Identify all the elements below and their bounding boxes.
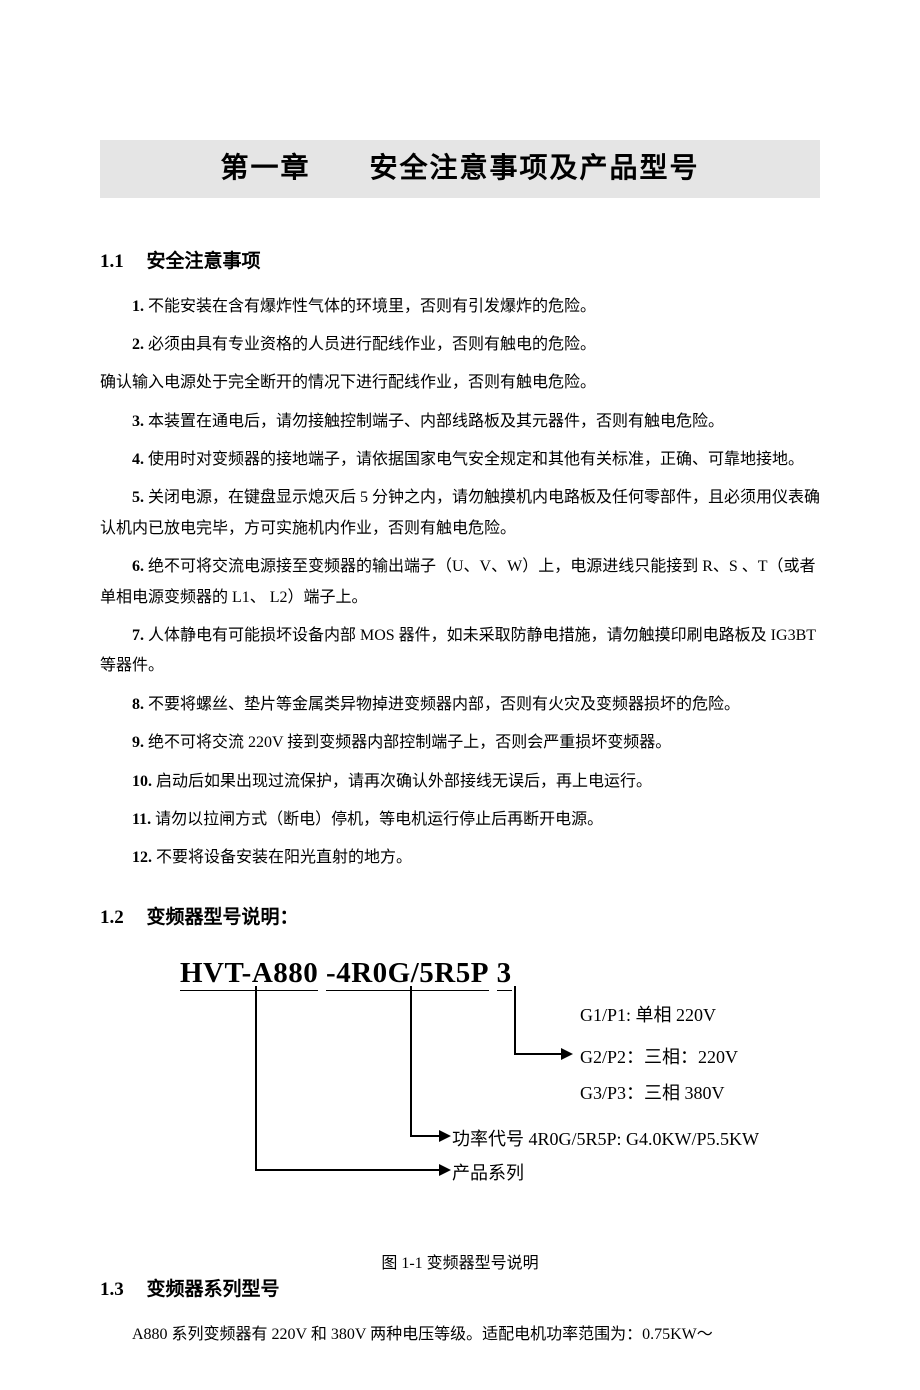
precaution-item: 4. 使用时对变频器的接地端子，请依据国家电气安全规定和其他有关标准，正确、可靠… (100, 445, 820, 475)
chapter-number: 第一章 (220, 148, 310, 190)
precaution-item: 11. 请勿以拉闸方式（断电）停机，等电机运行停止后再断开电源。 (100, 805, 820, 835)
section-1-2-number: 1.2 (100, 907, 124, 928)
section-1-3-title: 变频器系列型号 (147, 1279, 280, 1300)
item-number: 5. (132, 489, 144, 506)
section-1-1-title: 安全注意事项 (147, 251, 261, 272)
diagram-vline-1 (255, 986, 257, 1170)
voltage-label-1: G1/P1: 单相 220V (580, 1002, 716, 1029)
item-text: 不要将螺丝、垫片等金属类异物掉进变频器内部，否则有火灾及变频器损坏的危险。 (148, 696, 740, 713)
section-1-2-title: 变频器型号说明： (147, 907, 299, 928)
precaution-item: 12. 不要将设备安装在阳光直射的地方。 (100, 843, 820, 873)
section-1-1-heading: 1.1 安全注意事项 (100, 248, 820, 277)
item-text: 不要将设备安装在阳光直射的地方。 (156, 849, 412, 866)
item-text: 绝不可将交流电源接至变频器的输出端子（U、V、W）上，电源进线只能接到 R、S … (100, 558, 816, 605)
item-text: 启动后如果出现过流保护，请再次确认外部接线无误后，再上电运行。 (156, 773, 652, 790)
section-1-3-number: 1.3 (100, 1279, 124, 1300)
product-series-label: 产品系列 (452, 1160, 524, 1187)
chapter-title: 第一章 安全注意事项及产品型号 (100, 148, 820, 190)
figure-1-1-caption: 图 1-1 变频器型号说明 (100, 1252, 820, 1276)
item-number: 4. (132, 451, 144, 468)
voltage-label-3: G3/P3：三相 380V (580, 1080, 725, 1107)
item-text: 绝不可将交流 220V 接到变频器内部控制端子上，否则会严重损坏变频器。 (148, 734, 671, 751)
precaution-item: 3. 本装置在通电后，请勿接触控制端子、内部线路板及其元器件，否则有触电危险。 (100, 407, 820, 437)
item-text: 人体静电有可能损坏设备内部 MOS 器件，如未采取防静电措施，请勿触摸印刷电路板… (100, 627, 816, 674)
item-number: 3. (132, 413, 144, 430)
precaution-item: 8. 不要将螺丝、垫片等金属类异物掉进变频器内部，否则有火灾及变频器损坏的危险。 (100, 690, 820, 720)
item-number: 6. (132, 558, 144, 575)
item-text: 不能安装在含有爆炸性气体的环境里，否则有引发爆炸的危险。 (148, 298, 596, 315)
arrow-right-icon (439, 1164, 451, 1176)
model-seg-2: -4R0G/5R5P (326, 958, 489, 991)
item-text: 本装置在通电后，请勿接触控制端子、内部线路板及其元器件，否则有触电危险。 (148, 413, 724, 430)
precaution-item: 6. 绝不可将交流电源接至变频器的输出端子（U、V、W）上，电源进线只能接到 R… (100, 552, 820, 613)
item-number: 9. (132, 734, 144, 751)
model-code: HVT-A880 -4R0G/5R5P 3 (180, 952, 512, 996)
arrow-right-icon (439, 1130, 451, 1142)
model-diagram: HVT-A880 -4R0G/5R5P 3 G1/P1: 单相 220V G2/… (100, 952, 820, 1242)
chapter-title-bar: 第一章 安全注意事项及产品型号 (100, 140, 820, 198)
item-text: 必须由具有专业资格的人员进行配线作业，否则有触电的危险。 (148, 336, 596, 353)
item-number: 8. (132, 696, 144, 713)
section-1-2-heading: 1.2 变频器型号说明： (100, 904, 820, 933)
arrow-right-icon (561, 1048, 573, 1060)
voltage-label-2: G2/P2：三相：220V (580, 1044, 738, 1071)
precaution-item: 1. 不能安装在含有爆炸性气体的环境里，否则有引发爆炸的危险。 (100, 292, 820, 322)
item-number: 7. (132, 627, 144, 644)
item-text: 请勿以拉闸方式（断电）停机，等电机运行停止后再断开电源。 (155, 811, 603, 828)
model-seg-1: HVT-A880 (180, 958, 318, 991)
diagram-vline-3 (514, 986, 516, 1054)
section-1-3-heading: 1.3 变频器系列型号 (100, 1276, 820, 1305)
diagram-hline-3 (514, 1053, 562, 1055)
precaution-list: 1. 不能安装在含有爆炸性气体的环境里，否则有引发爆炸的危险。 2. 必须由具有… (100, 292, 820, 874)
chapter-title-text: 安全注意事项及产品型号 (370, 153, 700, 184)
item-text: 使用时对变频器的接地端子，请依据国家电气安全规定和其他有关标准，正确、可靠地接地… (148, 451, 804, 468)
power-code-label: 功率代号 4R0G/5R5P: G4.0KW/P5.5KW (452, 1126, 759, 1153)
precaution-continuation: 确认输入电源处于完全断开的情况下进行配线作业，否则有触电危险。 (100, 368, 820, 398)
item-number: 12. (132, 849, 152, 866)
precaution-item: 7. 人体静电有可能损坏设备内部 MOS 器件，如未采取防静电措施，请勿触摸印刷… (100, 621, 820, 682)
diagram-vline-2 (410, 986, 412, 1136)
item-number: 1. (132, 298, 144, 315)
precaution-item: 2. 必须由具有专业资格的人员进行配线作业，否则有触电的危险。 (100, 330, 820, 360)
model-seg-3: 3 (497, 958, 512, 991)
item-text: 关闭电源，在键盘显示熄灭后 5 分钟之内，请勿触摸机内电路板及任何零部件，且必须… (100, 489, 820, 536)
item-number: 11. (132, 811, 151, 828)
item-number: 2. (132, 336, 144, 353)
diagram-hline-2 (410, 1135, 440, 1137)
item-number: 10. (132, 773, 152, 790)
precaution-item: 10. 启动后如果出现过流保护，请再次确认外部接线无误后，再上电运行。 (100, 767, 820, 797)
precaution-item: 9. 绝不可将交流 220V 接到变频器内部控制端子上，否则会严重损坏变频器。 (100, 728, 820, 758)
section-1-1-number: 1.1 (100, 251, 124, 272)
diagram-hline-1 (255, 1169, 440, 1171)
section-1-3-body: A880 系列变频器有 220V 和 380V 两种电压等级。适配电机功率范围为… (100, 1320, 820, 1350)
precaution-item: 5. 关闭电源，在键盘显示熄灭后 5 分钟之内，请勿触摸机内电路板及任何零部件，… (100, 483, 820, 544)
